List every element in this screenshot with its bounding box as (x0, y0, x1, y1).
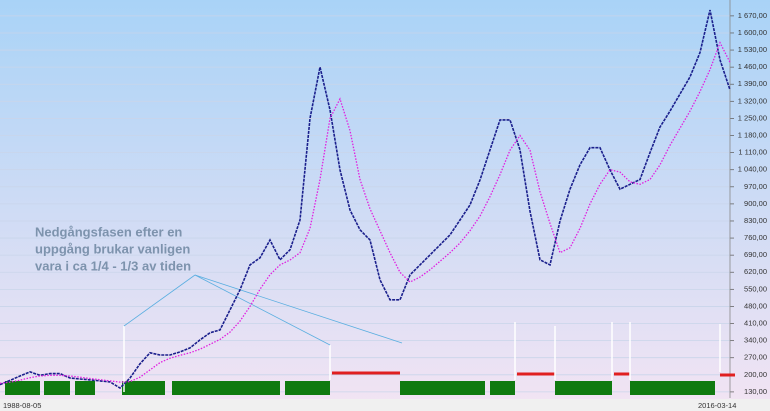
y-tick-label: 1 040,00 (738, 165, 767, 174)
series-line (0, 41, 731, 384)
phase-markers (123, 322, 721, 392)
y-tick-label: 830,00 (744, 216, 767, 225)
sell-signals (332, 371, 735, 377)
y-tick-label: 1 460,00 (738, 62, 767, 71)
y-tick-label: 270,00 (744, 353, 767, 362)
signal-bars (5, 381, 715, 395)
y-tick-label: 900,00 (744, 199, 767, 208)
y-tick-label: 1 600,00 (738, 28, 767, 37)
y-tick-label: 620,00 (744, 267, 767, 276)
y-tick-label: 1 390,00 (738, 79, 767, 88)
x-tick-label: 2016-03-14 (698, 401, 736, 410)
y-tick-label: 1 110,00 (738, 148, 767, 157)
y-tick-label: 130,00 (744, 387, 767, 396)
annotation: Nedgångsfasen efter en (35, 224, 182, 239)
y-tick-label: 200,00 (744, 370, 767, 379)
grid (0, 0, 734, 398)
annotation: uppgång brukar vanligen (35, 241, 190, 256)
y-tick-label: 1 180,00 (738, 130, 767, 139)
y-tick-label: 480,00 (744, 301, 767, 310)
date-strip (0, 399, 770, 411)
y-tick-label: 970,00 (744, 182, 767, 191)
y-tick-label: 1 320,00 (738, 96, 767, 105)
y-tick-label: 1 250,00 (738, 113, 767, 122)
y-tick-label: 550,00 (744, 284, 767, 293)
x-tick-label: 1988-08-05 (3, 401, 41, 410)
annotation: vara i ca 1/4 - 1/3 av tiden (35, 258, 191, 273)
y-tick-label: 1 670,00 (738, 11, 767, 20)
plot (0, 9, 731, 390)
y-tick-label: 1 530,00 (738, 45, 767, 54)
series-line (0, 9, 731, 390)
y-tick-label: 410,00 (744, 319, 767, 328)
y-tick-label: 340,00 (744, 336, 767, 345)
annotation-pointers (123, 274, 403, 346)
y-tick-label: 760,00 (744, 233, 767, 242)
y-tick-label: 690,00 (744, 250, 767, 259)
